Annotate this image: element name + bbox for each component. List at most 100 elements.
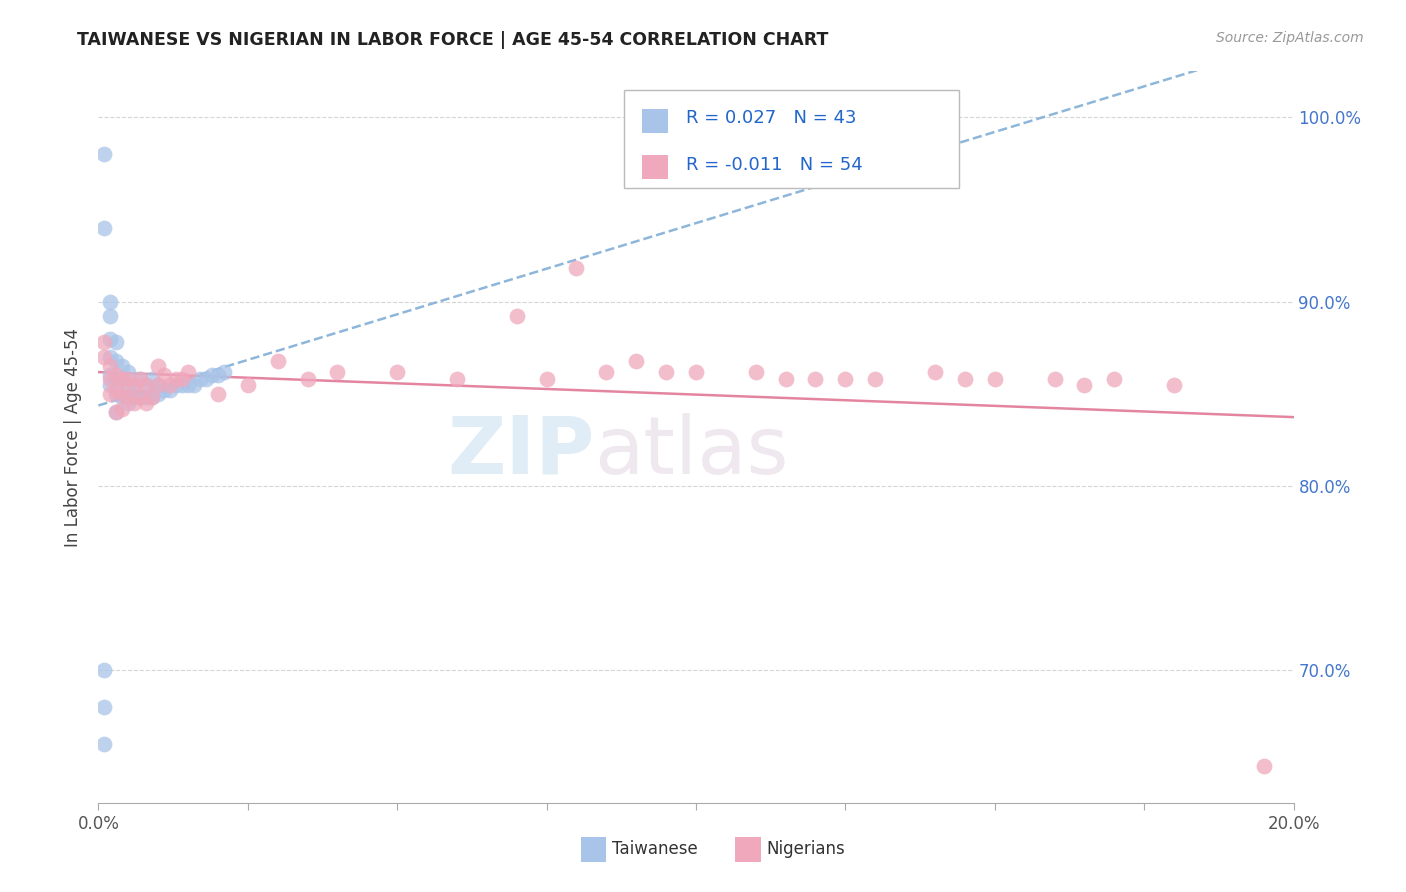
Point bbox=[129, 372, 152, 386]
Point bbox=[105, 353, 128, 368]
Point bbox=[506, 310, 529, 324]
Point bbox=[117, 396, 139, 410]
Point bbox=[129, 391, 152, 405]
Point bbox=[124, 396, 146, 410]
Point bbox=[98, 372, 122, 386]
Point bbox=[1043, 372, 1066, 386]
Point bbox=[177, 365, 200, 379]
Point bbox=[148, 359, 170, 373]
Point bbox=[124, 377, 146, 392]
Point bbox=[135, 391, 157, 405]
Point bbox=[111, 359, 134, 373]
Point bbox=[865, 372, 887, 386]
Text: Nigerians: Nigerians bbox=[766, 840, 845, 858]
Point bbox=[153, 368, 176, 383]
Point bbox=[98, 310, 122, 324]
Point bbox=[1073, 377, 1095, 392]
Point bbox=[111, 386, 134, 401]
Point bbox=[117, 372, 139, 386]
Point bbox=[212, 365, 235, 379]
Point bbox=[201, 368, 224, 383]
Point bbox=[98, 294, 122, 309]
Point bbox=[953, 372, 976, 386]
Point bbox=[98, 350, 122, 364]
Point bbox=[111, 372, 134, 386]
Text: TAIWANESE VS NIGERIAN IN LABOR FORCE | AGE 45-54 CORRELATION CHART: TAIWANESE VS NIGERIAN IN LABOR FORCE | A… bbox=[77, 31, 828, 49]
Point bbox=[148, 377, 170, 392]
Point bbox=[93, 700, 115, 714]
Point bbox=[111, 401, 134, 416]
Point bbox=[129, 391, 152, 405]
Point bbox=[536, 372, 558, 386]
Point bbox=[159, 377, 181, 392]
Y-axis label: In Labor Force | Age 45-54: In Labor Force | Age 45-54 bbox=[65, 327, 83, 547]
Point bbox=[148, 377, 170, 392]
Point bbox=[117, 391, 139, 405]
Point bbox=[326, 365, 349, 379]
Point bbox=[105, 405, 128, 419]
Point bbox=[124, 377, 146, 392]
Point bbox=[1253, 759, 1275, 773]
Point bbox=[172, 377, 194, 392]
Point bbox=[165, 372, 187, 386]
Point bbox=[195, 372, 218, 386]
Point bbox=[141, 391, 163, 405]
Point bbox=[236, 377, 259, 392]
Point bbox=[135, 377, 157, 392]
Point bbox=[105, 335, 128, 350]
Point bbox=[924, 365, 946, 379]
Point bbox=[159, 383, 181, 397]
Point bbox=[141, 391, 163, 405]
Point bbox=[105, 383, 128, 397]
Point bbox=[207, 386, 229, 401]
Point bbox=[172, 372, 194, 386]
FancyBboxPatch shape bbox=[643, 109, 668, 133]
Point bbox=[626, 353, 648, 368]
Point bbox=[135, 396, 157, 410]
Point bbox=[98, 377, 122, 392]
Point bbox=[207, 368, 229, 383]
Point bbox=[1104, 372, 1126, 386]
Point bbox=[177, 377, 200, 392]
Point bbox=[745, 365, 768, 379]
Text: R = -0.011   N = 54: R = -0.011 N = 54 bbox=[686, 156, 863, 174]
Point bbox=[98, 386, 122, 401]
Point bbox=[105, 368, 128, 383]
Point bbox=[129, 372, 152, 386]
Point bbox=[93, 350, 115, 364]
Point bbox=[141, 372, 163, 386]
Point bbox=[105, 386, 128, 401]
Point bbox=[117, 377, 139, 392]
Point bbox=[655, 365, 678, 379]
Text: atlas: atlas bbox=[595, 413, 789, 491]
Point bbox=[385, 365, 409, 379]
FancyBboxPatch shape bbox=[643, 155, 668, 179]
Point bbox=[148, 386, 170, 401]
Point bbox=[183, 377, 205, 392]
Point bbox=[775, 372, 797, 386]
Point bbox=[834, 372, 856, 386]
Point bbox=[267, 353, 290, 368]
Point bbox=[165, 377, 187, 392]
Point bbox=[595, 365, 617, 379]
Text: R = 0.027   N = 43: R = 0.027 N = 43 bbox=[686, 110, 856, 128]
Point bbox=[124, 391, 146, 405]
Text: Taiwanese: Taiwanese bbox=[612, 840, 697, 858]
Point bbox=[804, 372, 827, 386]
Point bbox=[93, 147, 115, 161]
Point bbox=[685, 365, 707, 379]
Point bbox=[105, 372, 128, 386]
Point bbox=[117, 365, 139, 379]
Point bbox=[1163, 377, 1185, 392]
Point bbox=[111, 372, 134, 386]
Point bbox=[93, 737, 115, 751]
Point bbox=[105, 405, 128, 419]
Point bbox=[135, 377, 157, 392]
Point bbox=[297, 372, 319, 386]
Point bbox=[188, 372, 211, 386]
Point bbox=[446, 372, 468, 386]
Point bbox=[98, 331, 122, 345]
Point bbox=[111, 391, 134, 405]
Point bbox=[93, 663, 115, 677]
Text: Source: ZipAtlas.com: Source: ZipAtlas.com bbox=[1216, 31, 1364, 45]
